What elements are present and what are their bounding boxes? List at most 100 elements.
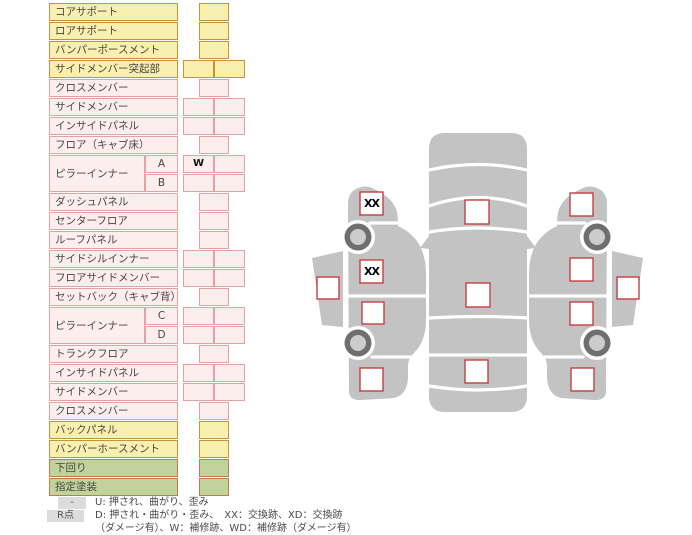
check-cell[interactable] [183, 326, 214, 344]
diagram-square-right-rear-fender[interactable] [570, 367, 595, 392]
diagram-wheels [341, 220, 614, 360]
legend-badge-rpoint: R点 [47, 510, 84, 522]
check-cell[interactable] [183, 117, 214, 135]
table-row-label: クロスメンバー [49, 402, 178, 420]
table-row-sublabel: D [145, 326, 178, 344]
right-side-view-body [529, 186, 607, 401]
table-row-label: ピラーインナー [49, 155, 145, 192]
check-cell[interactable] [214, 307, 245, 325]
legend-badge-minor: - [58, 497, 86, 509]
table-row-label: セットバック（キャブ背） [49, 288, 178, 306]
table-row-label: フロア（キャブ床） [49, 136, 178, 154]
table-row-label: サイドメンバー突起部 [49, 60, 178, 78]
check-cell[interactable] [199, 440, 229, 458]
table-row-label: フロアサイドメンバー [49, 269, 178, 287]
check-cell[interactable] [214, 117, 245, 135]
diagram-mark-left-front-door: XX [364, 265, 380, 278]
check-cell[interactable] [183, 383, 214, 401]
check-cell[interactable] [183, 307, 214, 325]
right-rear-wheel-hub [589, 335, 605, 351]
legend-line-d: D: 押され・曲がり・歪み、 XX：交換跡、XD：交換跡 [95, 510, 343, 521]
table-row-label: バックパネル [49, 421, 178, 439]
top-view-trunk-line [427, 384, 529, 392]
diagram-square-left-front-door[interactable] [359, 259, 384, 284]
check-cell[interactable] [199, 231, 229, 249]
diagram-square-left-rear-door[interactable] [361, 301, 385, 325]
damage-table: コアサポート ロアサポート バンパーポースメント サイドメンバー突起部 クロスメンバーサ… [49, 3, 249, 499]
top-view-hood-line [427, 195, 529, 208]
table-row-label: コアサポート [49, 3, 178, 21]
check-cell[interactable] [183, 269, 214, 287]
check-cell[interactable] [214, 60, 245, 78]
table-row-label: 下回り [49, 459, 178, 477]
check-cell[interactable] [214, 364, 245, 382]
check-cell[interactable] [214, 326, 245, 344]
check-cell[interactable] [199, 3, 229, 21]
right-mirror-icon [527, 236, 536, 249]
diagram-square-roof[interactable] [465, 282, 491, 308]
table-row-label: ロアサポート [49, 22, 178, 40]
check-cell[interactable] [199, 79, 229, 97]
diagram-squares: XX XX [316, 191, 640, 392]
table-row-label: サイドメンバー [49, 98, 178, 116]
check-cell[interactable] [214, 250, 245, 268]
table-row-label: ダッシュパネル [49, 193, 178, 211]
check-cell[interactable] [199, 193, 229, 211]
diagram-square-left-outer-panel[interactable] [316, 276, 340, 300]
table-row-sublabel: B [145, 174, 178, 192]
check-cell[interactable] [199, 22, 229, 40]
check-cell[interactable] [199, 345, 229, 363]
table-row-label: クロスメンバー [49, 79, 178, 97]
check-cell[interactable] [183, 364, 214, 382]
table-row-label: サイドメンバー [49, 383, 178, 401]
table-row-label: インサイドパネル [49, 117, 178, 135]
check-cell[interactable] [199, 136, 229, 154]
table-row-label: バンパーポースメント [49, 41, 178, 59]
table-row-label: ピラーインナー [49, 307, 145, 344]
diagram-square-right-outer-panel[interactable] [616, 276, 640, 300]
check-cell[interactable] [199, 41, 229, 59]
diagram-square-right-front-door[interactable] [569, 257, 594, 282]
check-cell[interactable] [199, 288, 229, 306]
table-row-label: トランクフロア [49, 345, 178, 363]
diagram-square-left-front-fender[interactable] [359, 191, 384, 216]
check-cell[interactable] [183, 98, 214, 116]
top-view-windshield-line [427, 226, 529, 234]
top-view-body [429, 133, 527, 412]
left-mirror-icon [420, 236, 429, 249]
table-row-label: バンパーホースメント [49, 440, 178, 458]
table-row-label: サイドシルインナー [49, 250, 178, 268]
diagram-square-right-rear-door[interactable] [569, 301, 594, 326]
table-row-label: ルーフパネル [49, 231, 178, 249]
check-cell[interactable] [214, 269, 245, 287]
check-cell[interactable] [214, 174, 245, 192]
check-cell[interactable] [214, 98, 245, 116]
check-cell[interactable] [183, 60, 214, 78]
check-cell[interactable] [199, 212, 229, 230]
top-view-bumper-line [427, 162, 529, 172]
diagram-square-hood[interactable] [464, 199, 490, 225]
table-row-label: センターフロア [49, 212, 178, 230]
check-cell[interactable] [183, 250, 214, 268]
right-front-wheel-hub [589, 229, 605, 245]
top-view-roof-line [427, 314, 529, 320]
diagram-square-left-rear-fender[interactable] [359, 367, 384, 392]
legend-line-u: U: 押され、曲がり、歪み [95, 497, 209, 508]
check-cell[interactable] [199, 421, 229, 439]
legend-line-continuation: （ダメージ有）、W：補修跡、WD：補修跡（ダメージ有） [95, 523, 357, 534]
table-row-label: インサイドパネル [49, 364, 178, 382]
check-cell[interactable] [214, 155, 245, 173]
car-diagram: XX XX [312, 133, 643, 412]
table-row-label: 指定塗装 [49, 478, 178, 496]
check-cell[interactable] [199, 402, 229, 420]
table-row-sublabel: C [145, 307, 178, 325]
check-cell[interactable]: W [183, 155, 214, 173]
check-cell[interactable] [183, 174, 214, 192]
check-cell[interactable] [214, 383, 245, 401]
table-row-sublabel: A [145, 155, 178, 173]
check-cell[interactable] [199, 459, 229, 477]
diagram-square-trunk[interactable] [464, 359, 489, 384]
check-cell[interactable] [199, 478, 229, 496]
diagram-square-right-front-fender[interactable] [569, 192, 594, 217]
